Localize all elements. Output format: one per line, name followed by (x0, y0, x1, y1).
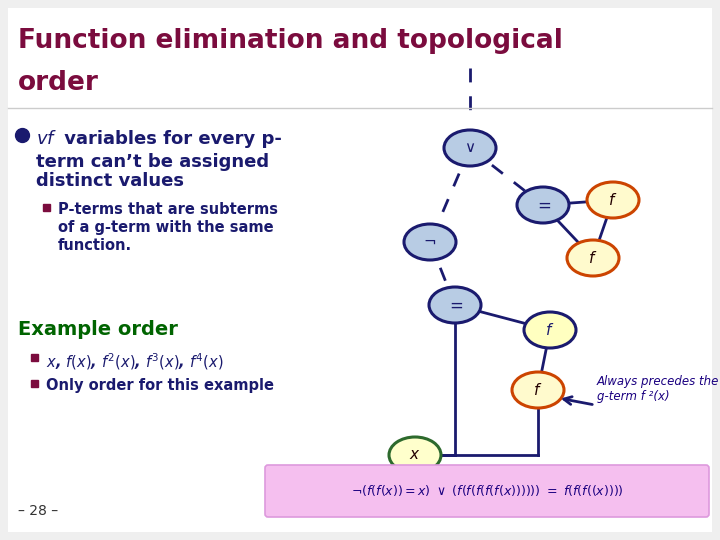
FancyBboxPatch shape (265, 465, 709, 517)
Bar (30, 354, 37, 361)
Text: $x$: $x$ (409, 448, 420, 462)
Text: $\neg$: $\neg$ (423, 235, 436, 249)
Ellipse shape (429, 287, 481, 323)
Text: Example order: Example order (18, 320, 178, 339)
Ellipse shape (524, 312, 576, 348)
Ellipse shape (389, 437, 441, 473)
Ellipse shape (567, 240, 619, 276)
Text: distinct values: distinct values (36, 172, 184, 190)
Ellipse shape (444, 130, 496, 166)
Text: function.: function. (58, 238, 132, 253)
Ellipse shape (512, 372, 564, 408)
FancyBboxPatch shape (8, 8, 712, 532)
Text: order: order (18, 70, 99, 96)
Ellipse shape (404, 224, 456, 260)
Text: $\vee$: $\vee$ (464, 141, 476, 155)
Text: – 28 –: – 28 – (18, 504, 58, 518)
Text: $\mathit{vf}$: $\mathit{vf}$ (36, 130, 58, 148)
Ellipse shape (587, 182, 639, 218)
Text: of a g-term with the same: of a g-term with the same (58, 220, 274, 235)
Text: $\neg(f(f(x))=x)\ \vee\ (f(f(f(f(f(x))))))\ =\ f(f(f((x))))$: $\neg(f(f(x))=x)\ \vee\ (f(f(f(f(f(x))))… (351, 483, 624, 498)
Text: Function elimination and topological: Function elimination and topological (18, 28, 563, 54)
Text: $=$: $=$ (534, 197, 552, 213)
Text: $f$: $f$ (608, 192, 618, 208)
Text: term can’t be assigned: term can’t be assigned (36, 153, 269, 171)
Text: Only order for this example: Only order for this example (46, 378, 274, 393)
Text: $f$: $f$ (588, 250, 598, 266)
Text: variables for every p-: variables for every p- (58, 130, 282, 148)
Bar (42, 204, 50, 211)
Text: $f$: $f$ (545, 322, 554, 338)
Ellipse shape (517, 187, 569, 223)
Text: $=$: $=$ (446, 296, 464, 314)
Bar (30, 380, 37, 387)
Text: P-terms that are subterms: P-terms that are subterms (58, 202, 278, 217)
Text: $f$: $f$ (534, 382, 543, 398)
Text: Always precedes the
g-term f ²(x): Always precedes the g-term f ²(x) (597, 375, 719, 403)
Text: $x$, $f(x)$, $f^{2}(x)$, $f^{3}(x)$, $f^{4}(x)$: $x$, $f(x)$, $f^{2}(x)$, $f^{3}(x)$, $f^… (46, 351, 223, 372)
